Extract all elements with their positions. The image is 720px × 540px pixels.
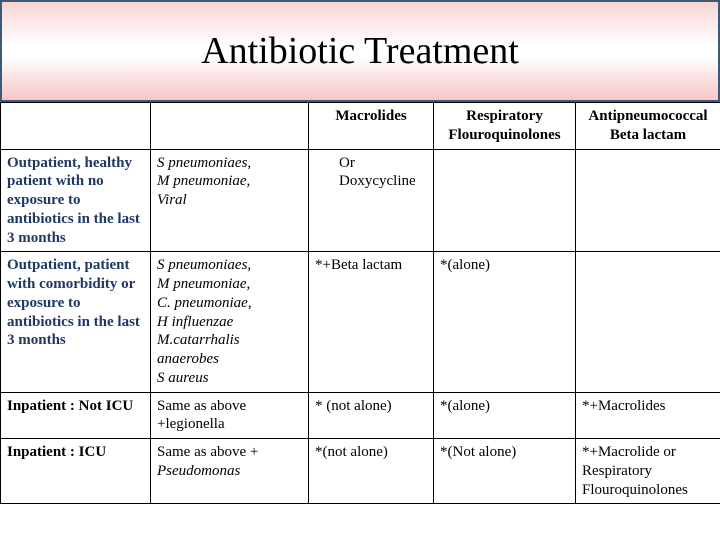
fluoro-cell: *(alone): [434, 392, 576, 439]
beta-cell: *+Macrolide or Respiratory Flouroquinolo…: [576, 439, 720, 504]
pathogens-italic: Pseudomonas: [157, 463, 240, 479]
col-header-macrolides: Macrolides: [309, 103, 434, 150]
table-row: Inpatient : Not ICU Same as above +legio…: [1, 392, 720, 439]
pathogens-cell: S pneumoniaes, M pneumoniae, C. pneumoni…: [151, 252, 309, 392]
row-label: Outpatient, patient with comorbidity or …: [1, 252, 151, 392]
row-label: Outpatient, healthy patient with no expo…: [1, 149, 151, 252]
fluoro-cell: [434, 149, 576, 252]
pathogens-cell: S pneumoniaes, M pneumoniae, Viral: [151, 149, 309, 252]
beta-cell: *+Macrolides: [576, 392, 720, 439]
row-label: Inpatient : Not ICU: [1, 392, 151, 439]
macrolides-cell: * (not alone): [309, 392, 434, 439]
pathogens-text: S pneumoniaes, M pneumoniae, C. pneumoni…: [157, 257, 252, 386]
pathogens-cell: Same as above + Pseudomonas: [151, 439, 309, 504]
macrolides-cell: Or Doxycycline: [309, 149, 434, 252]
beta-cell: [576, 252, 720, 392]
col-header-fluoroquinolones: Respiratory Flouroquinolones: [434, 103, 576, 150]
title-bar: Antibiotic Treatment: [0, 0, 720, 102]
macrolides-cell: *+Beta lactam: [309, 252, 434, 392]
fluoro-cell: *(alone): [434, 252, 576, 392]
treatment-table: Macrolides Respiratory Flouroquinolones …: [0, 102, 720, 504]
macrolides-cell: *(not alone): [309, 439, 434, 504]
table-row: Inpatient : ICU Same as above + Pseudomo…: [1, 439, 720, 504]
col-header-blank1: [1, 103, 151, 150]
pathogens-text: S pneumoniaes, M pneumoniae, Viral: [157, 155, 251, 209]
table-row: Outpatient, patient with comorbidity or …: [1, 252, 720, 392]
pathogens-cell: Same as above +legionella: [151, 392, 309, 439]
fluoro-cell: *(Not alone): [434, 439, 576, 504]
col-header-beta-lactam: Antipneumococcal Beta lactam: [576, 103, 720, 150]
page-title: Antibiotic Treatment: [201, 29, 519, 73]
pathogens-prefix: Same as above +: [157, 444, 258, 460]
table-header: Macrolides Respiratory Flouroquinolones …: [1, 103, 720, 150]
beta-cell: [576, 149, 720, 252]
col-header-blank2: [151, 103, 309, 150]
table-row: Outpatient, healthy patient with no expo…: [1, 149, 720, 252]
row-label: Inpatient : ICU: [1, 439, 151, 504]
